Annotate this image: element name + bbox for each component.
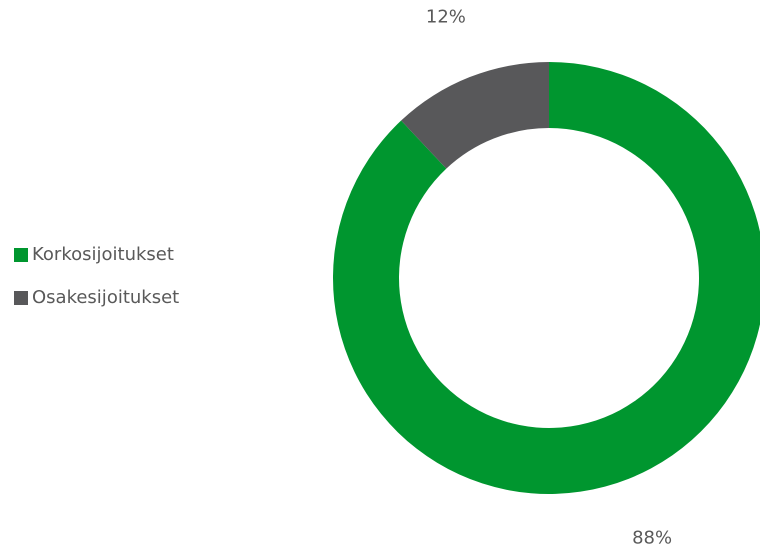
data-label: 12%: [426, 7, 466, 28]
donut-segment: [333, 62, 760, 494]
legend-label: Osakesijoitukset: [32, 287, 179, 308]
legend-label: Korkosijoitukset: [32, 244, 174, 265]
data-label: 88%: [632, 527, 672, 548]
donut-segment: [401, 61, 549, 169]
legend-swatch: [14, 248, 28, 262]
legend-swatch: [14, 291, 28, 305]
